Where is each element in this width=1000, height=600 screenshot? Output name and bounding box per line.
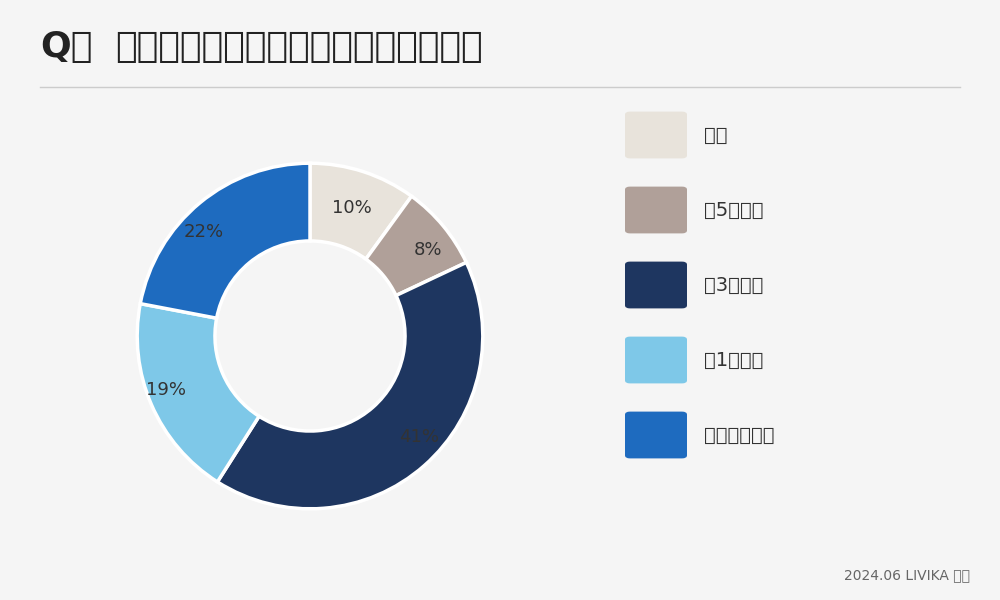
Text: 除湿機の使用頻度を教えてください。: 除湿機の使用頻度を教えてください。 bbox=[115, 30, 483, 64]
Wedge shape bbox=[140, 163, 310, 318]
Wedge shape bbox=[310, 163, 412, 259]
Wedge shape bbox=[137, 304, 259, 482]
Text: 41%: 41% bbox=[399, 428, 439, 446]
Text: 月に数回程度: 月に数回程度 bbox=[704, 425, 775, 445]
Text: 19%: 19% bbox=[146, 380, 186, 398]
Text: 週1回程度: 週1回程度 bbox=[704, 350, 763, 370]
Text: 週3回以上: 週3回以上 bbox=[704, 275, 763, 295]
Text: 22%: 22% bbox=[184, 223, 224, 241]
Text: 2024.06 LIVIKA 調査: 2024.06 LIVIKA 調査 bbox=[844, 568, 970, 582]
Text: 週5回以上: 週5回以上 bbox=[704, 200, 764, 220]
Text: 8%: 8% bbox=[414, 241, 442, 259]
Wedge shape bbox=[366, 196, 466, 296]
Text: 10%: 10% bbox=[332, 199, 372, 217]
Text: 毎日: 毎日 bbox=[704, 125, 728, 145]
Text: Q．: Q． bbox=[40, 30, 92, 64]
Wedge shape bbox=[217, 262, 483, 509]
